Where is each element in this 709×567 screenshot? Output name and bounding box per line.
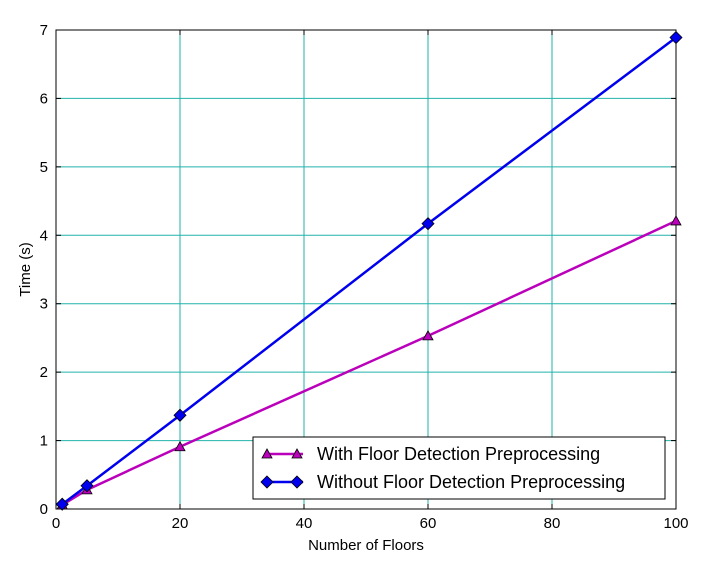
data-point-triangle bbox=[670, 215, 682, 226]
data-point-diamond bbox=[290, 475, 304, 489]
series-2 bbox=[61, 36, 677, 506]
x-axis-label: Number of Floors bbox=[308, 537, 424, 554]
x-tick-label: 40 bbox=[296, 515, 313, 532]
data-point-diamond bbox=[173, 408, 187, 422]
x-tick-label: 20 bbox=[172, 515, 189, 532]
x-tick-label: 100 bbox=[663, 515, 688, 532]
legend-box bbox=[252, 436, 666, 500]
data-point-diamond bbox=[421, 217, 435, 231]
legend-label: Without Floor Detection Preprocessing bbox=[317, 472, 625, 492]
data-point-triangle bbox=[422, 330, 434, 341]
y-tick-label: 1 bbox=[40, 433, 48, 450]
data-point-triangle bbox=[291, 448, 303, 459]
y-tick-label: 2 bbox=[40, 364, 48, 381]
axis-ticks: 0 20 40 60 80 100 0 1 2 3 4 5 6 7 bbox=[40, 22, 689, 532]
x-tick-label: 80 bbox=[544, 515, 561, 532]
data-point-triangle bbox=[261, 448, 273, 459]
y-tick-label: 5 bbox=[40, 159, 48, 176]
legend-item: With Floor Detection Preprocessing bbox=[261, 444, 600, 464]
data-point-diamond bbox=[260, 475, 274, 489]
series-2-markers bbox=[55, 30, 683, 511]
y-tick-label: 7 bbox=[40, 22, 48, 39]
legend-item: Without Floor Detection Preprocessing bbox=[260, 472, 625, 492]
y-tick-label: 0 bbox=[40, 501, 48, 518]
y-tick-label: 3 bbox=[40, 296, 48, 313]
y-axis-label: Time (s) bbox=[17, 242, 34, 296]
data-point-diamond bbox=[80, 479, 94, 493]
y-tick-label: 6 bbox=[40, 90, 48, 107]
x-tick-label: 0 bbox=[52, 515, 60, 532]
data-point-triangle bbox=[174, 440, 186, 452]
legend: With Floor Detection Preprocessing Withou… bbox=[252, 436, 666, 500]
y-tick-label: 4 bbox=[40, 227, 48, 244]
data-point-diamond bbox=[55, 497, 69, 511]
series-line bbox=[61, 36, 677, 506]
data-point-diamond bbox=[669, 30, 683, 45]
plot-area bbox=[55, 29, 677, 510]
x-tick-label: 60 bbox=[420, 515, 437, 532]
legend-items: With Floor Detection Preprocessing Withou… bbox=[260, 444, 625, 492]
legend-label: With Floor Detection Preprocessing bbox=[317, 444, 600, 464]
series-group bbox=[55, 30, 683, 511]
